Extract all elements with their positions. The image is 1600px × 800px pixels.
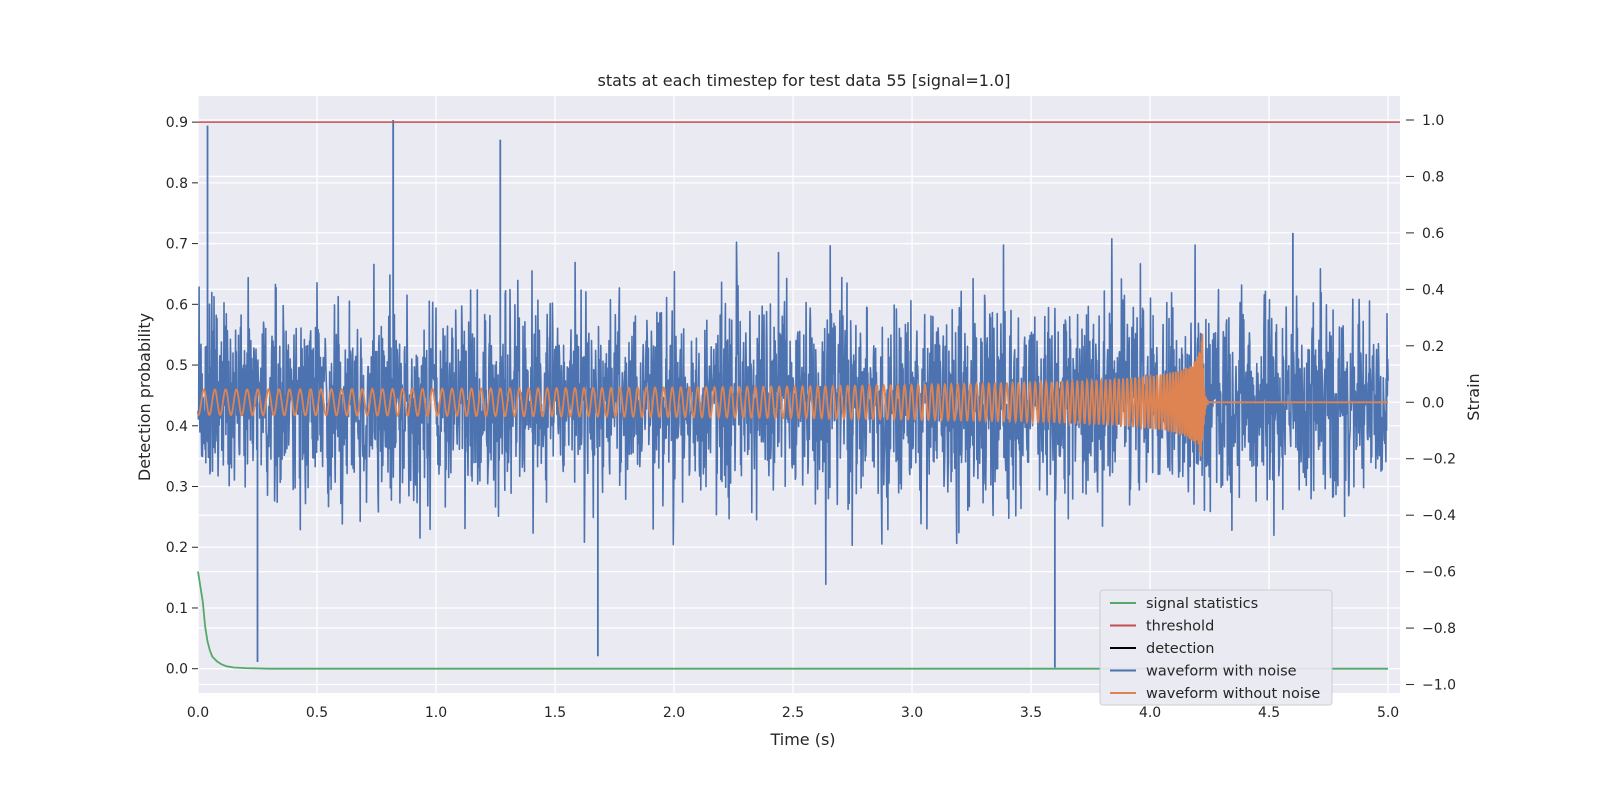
x-axis-label: Time (s) [769, 730, 835, 749]
series-waveform-without-noise [197, 333, 1389, 457]
x-tick-label: 3.5 [1020, 705, 1042, 721]
x-tick-label: 2.0 [663, 705, 685, 721]
y-right-tick-label: 0.0 [1422, 395, 1444, 411]
legend-label: threshold [1146, 619, 1214, 635]
series-layer [197, 119, 1400, 670]
y-left-tick-label: 0.4 [166, 419, 188, 435]
x-tick-label: 3.0 [901, 705, 923, 721]
y-left-tick-label: 0.7 [166, 237, 188, 253]
y-right-tick-label: 0.2 [1422, 339, 1444, 355]
y-right-tick-label: 0.6 [1422, 226, 1444, 242]
legend-label: waveform with noise [1146, 664, 1297, 680]
x-tick-label: 4.0 [1139, 705, 1161, 721]
x-tick-label: 1.0 [425, 705, 447, 721]
y-left-tick-label: 0.5 [166, 358, 188, 374]
x-tick-label: 1.5 [544, 705, 566, 721]
y-right-tick-label: −0.2 [1422, 452, 1456, 468]
chart-title: stats at each timestep for test data 55 … [598, 71, 1011, 90]
y-right-axis-label: Strain [1464, 373, 1483, 420]
y-left-tick-label: 0.6 [166, 297, 188, 313]
y-right-tick-labels: −1.0 −0.8 −0.6 −0.4 −0.2 0.0 0.2 0.4 0.6 0.8 1.0 [1406, 113, 1456, 694]
series-signal-statistics [197, 571, 1389, 670]
y-left-axis-label: Detection probability [135, 313, 154, 481]
legend-label: waveform without noise [1146, 686, 1320, 702]
legend-items: signal statistics threshold detection wavef… [1110, 596, 1320, 702]
y-left-tick-labels: 0.0 0.1 0.2 0.3 0.4 0.5 0.6 0.7 0.8 0.9 [166, 115, 198, 678]
y-left-tick-label: 0.9 [166, 115, 188, 131]
y-left-tick-label: 0.1 [166, 601, 188, 617]
y-right-tick-label: 0.8 [1422, 169, 1444, 185]
legend: signal statistics threshold detection wavef… [1099, 589, 1333, 706]
x-tick-label: 0.0 [187, 705, 209, 721]
x-tick-labels: 0.0 0.5 1.0 1.5 2.0 2.5 3.0 3.5 4.0 4.5 5.0 [187, 705, 1399, 721]
y-right-tick-label: −0.6 [1422, 565, 1456, 581]
y-right-tick-label: 1.0 [1422, 113, 1444, 129]
x-tick-label: 4.5 [1258, 705, 1280, 721]
legend-label: signal statistics [1146, 596, 1258, 612]
y-right-tick-label: −0.4 [1422, 508, 1456, 524]
y-left-tick-label: 0.3 [166, 480, 188, 496]
y-right-tick-label: 0.4 [1422, 282, 1444, 298]
y-right-tick-label: −0.8 [1422, 621, 1456, 637]
x-tick-label: 2.5 [782, 705, 804, 721]
y-left-tick-label: 0.2 [166, 540, 188, 556]
y-right-tick-label: −1.0 [1422, 678, 1456, 694]
x-tick-label: 0.5 [306, 705, 328, 721]
y-left-tick-label: 0.8 [166, 176, 188, 192]
y-left-tick-label: 0.0 [166, 662, 188, 678]
x-tick-label: 5.0 [1377, 705, 1399, 721]
legend-box [1099, 589, 1333, 706]
legend-label: detection [1146, 641, 1214, 657]
